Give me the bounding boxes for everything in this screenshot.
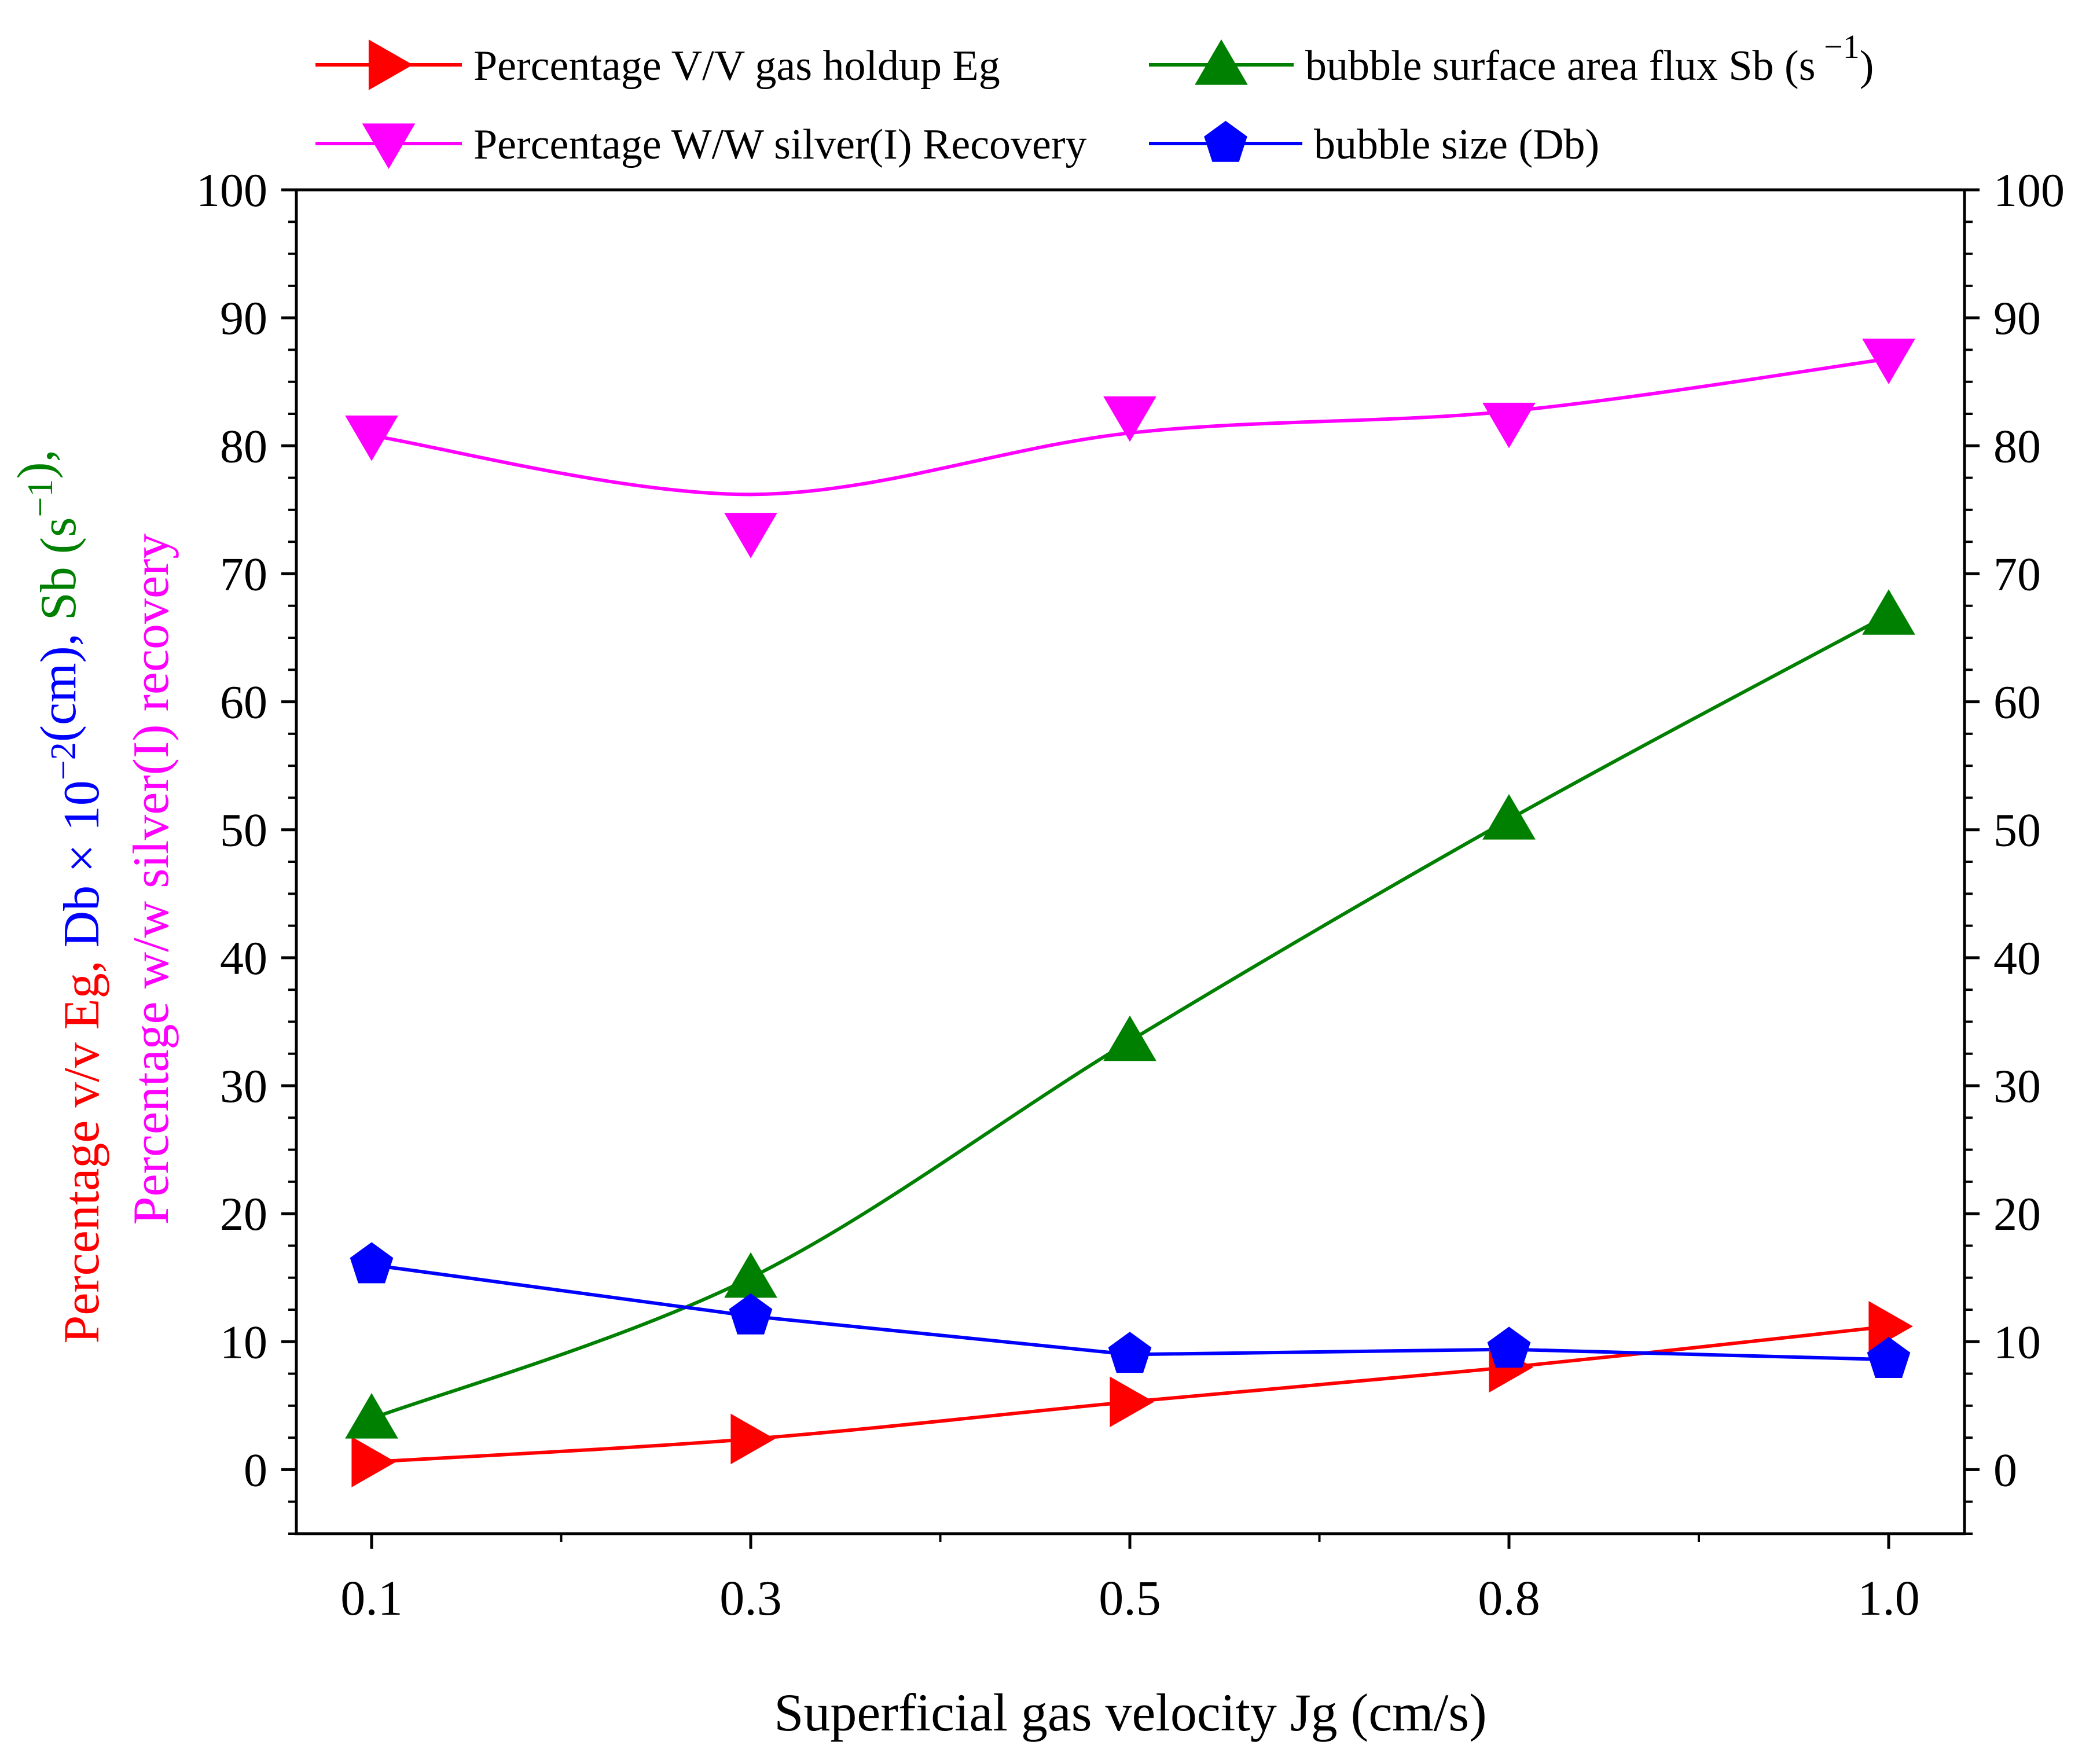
y-tick-label-right: 90 [1993, 292, 2041, 344]
legend-label: bubble surface area flux Sb (s −1) [1305, 28, 1874, 90]
y-axis-label-line1: Percentage v/v Eg, Db × 10−2(cm), Sb (s−… [8, 449, 110, 1343]
triangle-up-marker [1195, 39, 1248, 85]
y-tick-label-right: 0 [1993, 1443, 2017, 1496]
legend-label: bubble size (Db) [1314, 121, 1599, 168]
tick-labels: 0 0 10 10 20 20 30 30 40 40 50 50 60 60 70 70 80 80 90 90 10… [196, 164, 2065, 1626]
y-tick-label-left: 20 [220, 1188, 267, 1240]
y-tick-label-left: 70 [220, 547, 267, 600]
y-tick-label-left: 100 [196, 164, 267, 216]
triangle-up-marker [724, 1252, 777, 1298]
pentagon-marker [1204, 120, 1247, 162]
y-tick-label-left: 50 [220, 804, 267, 857]
triangle-right-marker [351, 1436, 396, 1487]
y-tick-label-left: 0 [244, 1443, 267, 1496]
x-axis-label: Superficial gas velocity Jg (cm/s) [774, 1683, 1486, 1742]
triangle-up-marker [1482, 794, 1536, 840]
y-tick-label-left: 30 [220, 1060, 267, 1112]
y-tick-label-left: 40 [220, 932, 267, 984]
y-tick-label-right: 80 [1993, 420, 2041, 472]
x-tick-label: 0.1 [340, 1570, 403, 1626]
x-tick-label: 0.8 [1478, 1570, 1540, 1626]
triangle-right-marker [730, 1413, 775, 1465]
pentagon-marker [1487, 1326, 1531, 1368]
legend: Percentage V/V gas holdup Eg bubble surfa… [315, 28, 1874, 169]
series-markers [345, 339, 1915, 1487]
y-axis-label: Percentage v/v Eg, Db × 10−2(cm), Sb (s−… [8, 449, 179, 1343]
triangle-down-marker [1482, 402, 1536, 449]
axis-ticks [281, 188, 1980, 1549]
y-tick-label-right: 50 [1993, 804, 2041, 857]
triangle-right-marker [1110, 1376, 1154, 1427]
x-tick-label: 0.5 [1099, 1570, 1161, 1626]
y-tick-label-right: 70 [1993, 547, 2041, 600]
pentagon-marker [1867, 1337, 1911, 1378]
y-tick-label-right: 40 [1993, 932, 2041, 984]
y-tick-label-right: 20 [1993, 1188, 2041, 1240]
triangle-down-marker [1862, 339, 1915, 384]
y-tick-label-left: 90 [220, 292, 267, 344]
legend-label: Percentage V/V gas holdup Eg [473, 42, 1000, 90]
y-tick-label-left: 80 [220, 420, 267, 472]
triangle-up-marker [345, 1392, 398, 1439]
y-tick-label-right: 60 [1993, 676, 2041, 729]
pentagon-marker [350, 1242, 394, 1284]
series-lines [370, 357, 1890, 1464]
triangle-up-marker [1103, 1015, 1156, 1061]
triangle-right-marker [368, 39, 413, 90]
y-tick-label-right: 30 [1993, 1060, 2041, 1112]
y-axis-label-line2: Percentage w/w silver(I) recovery [123, 534, 179, 1225]
y-tick-label-left: 60 [220, 676, 267, 729]
x-tick-label: 1.0 [1857, 1570, 1920, 1626]
x-tick-label: 0.3 [719, 1570, 782, 1626]
y-tick-label-left: 10 [220, 1315, 267, 1368]
pentagon-marker [729, 1293, 773, 1335]
pentagon-marker [1108, 1332, 1152, 1373]
triangle-down-marker [345, 415, 398, 461]
triangle-down-marker [362, 123, 416, 169]
y-tick-label-right: 10 [1993, 1315, 2041, 1368]
triangle-down-marker [724, 513, 777, 558]
triangle-down-marker [1103, 396, 1156, 442]
legend-label: Percentage W/W silver(I) Recovery [473, 121, 1087, 168]
plot-frame [295, 188, 1966, 1535]
y-tick-label-right: 100 [1993, 164, 2065, 216]
triangle-up-marker [1862, 589, 1915, 635]
